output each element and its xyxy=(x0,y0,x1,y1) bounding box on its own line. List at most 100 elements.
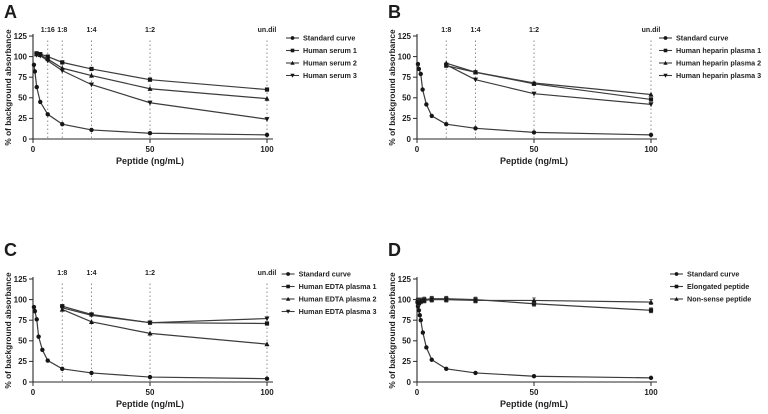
data-point xyxy=(89,313,94,318)
legend-label: Standard curve xyxy=(687,270,739,279)
data-point xyxy=(147,77,153,82)
data-point xyxy=(418,318,423,323)
data-point xyxy=(32,69,38,74)
y-tick-label: 25 xyxy=(402,114,411,123)
data-point xyxy=(531,80,537,86)
data-point xyxy=(420,330,426,335)
legend-label: Human heparin plasma 1 xyxy=(676,46,761,55)
legend-entry: Human serum 3 xyxy=(286,71,357,80)
x-tick-label: 100 xyxy=(260,145,274,154)
data-point xyxy=(473,77,478,83)
dilution-label: un.dil xyxy=(258,270,277,277)
panel-c-chart: 0 25 50 75 100 125 0 50 100 Peptide (ng/mL) % of b… xyxy=(3,270,377,409)
x-tick-label: 0 xyxy=(415,145,420,154)
y-tick-label: 75 xyxy=(402,73,411,82)
legend-label: Human heparin plasma 2 xyxy=(676,59,761,68)
dilution-label: un.dil xyxy=(642,27,661,34)
data-point xyxy=(415,61,421,67)
legend-label: Elongated peptide xyxy=(687,282,749,291)
y-tick-label: 0 xyxy=(407,135,412,144)
y-tick-label: 125 xyxy=(14,32,28,41)
data-point xyxy=(45,58,51,64)
dilution-label: 1:4 xyxy=(470,27,480,34)
y-tick-label: 0 xyxy=(23,378,28,387)
data-point xyxy=(45,112,50,117)
y-tick-label: 100 xyxy=(14,52,28,61)
y-tick-label: 25 xyxy=(18,357,27,366)
y-axis-title: % of background absorbance xyxy=(3,272,13,389)
data-point xyxy=(473,297,478,303)
data-point xyxy=(264,87,270,92)
legend-label: Human EDTA plasma 3 xyxy=(299,307,377,316)
data-point xyxy=(89,82,94,88)
legend-label: Human serum 2 xyxy=(303,59,357,68)
legend-marker xyxy=(290,48,295,53)
legend-label: Standard curve xyxy=(299,270,351,279)
legend-marker xyxy=(285,296,291,301)
legend-label: Human EDTA plasma 2 xyxy=(299,295,377,304)
legend-entry: Human heparin plasma 2 xyxy=(659,59,761,68)
panel-label-d: D xyxy=(388,240,401,260)
data-point xyxy=(45,358,50,363)
data-point xyxy=(60,366,65,372)
data-point xyxy=(147,320,153,326)
x-axis-title: Peptide (ng/mL) xyxy=(500,399,568,409)
data-point xyxy=(31,62,37,68)
series-line xyxy=(36,52,268,91)
legend-entry: Standard curve xyxy=(286,34,355,43)
data-point xyxy=(443,296,449,302)
y-tick-label: 0 xyxy=(23,135,28,144)
legend-label: Human serum 3 xyxy=(303,71,357,80)
data-point xyxy=(89,319,94,324)
data-point xyxy=(32,308,38,314)
x-tick-label: 100 xyxy=(260,388,274,397)
legend-marker xyxy=(663,73,668,78)
data-point xyxy=(60,121,65,127)
legend-marker xyxy=(663,60,668,65)
legend-entry: Human serum 1 xyxy=(286,46,357,55)
data-point xyxy=(37,53,43,59)
x-tick-label: 0 xyxy=(31,388,36,397)
legend-label: Human heparin plasma 3 xyxy=(676,71,761,80)
data-point xyxy=(531,297,537,303)
data-point xyxy=(89,66,94,72)
data-point xyxy=(648,299,654,305)
legend-marker xyxy=(674,296,679,301)
panel-d-chart: 0 25 50 75 100 125 0 50 100 Peptide (ng/mL) % of b… xyxy=(387,270,751,409)
series-line xyxy=(36,53,268,100)
data-point xyxy=(147,131,153,136)
data-point xyxy=(473,370,478,376)
data-point xyxy=(264,341,270,347)
data-point xyxy=(147,330,153,336)
legend-entry: Standard curve xyxy=(659,34,728,43)
data-point xyxy=(429,296,435,302)
y-tick-label: 100 xyxy=(14,295,28,304)
data-point xyxy=(531,301,537,306)
legend-marker xyxy=(290,60,295,65)
x-tick-label: 0 xyxy=(415,388,420,397)
data-point xyxy=(60,60,65,65)
panel-label-c: C xyxy=(4,240,17,260)
data-point xyxy=(34,52,40,58)
data-point xyxy=(429,113,434,119)
x-tick-label: 50 xyxy=(146,388,155,397)
y-axis-title: % of background absorbance xyxy=(3,29,13,146)
y-tick-label: 125 xyxy=(398,275,412,284)
y-tick-label: 125 xyxy=(398,32,412,41)
legend-entry: Elongated peptide xyxy=(670,282,749,291)
dilution-label: 1:2 xyxy=(145,27,155,34)
series-line xyxy=(62,307,268,324)
y-axis-title: % of background absorbance xyxy=(387,29,397,146)
data-point xyxy=(264,316,270,322)
y-tick-label: 125 xyxy=(14,275,28,284)
data-point xyxy=(418,71,423,77)
legend-entry: Non-sense peptide xyxy=(670,295,751,304)
dilution-label: 1:4 xyxy=(86,270,96,277)
x-tick-label: 0 xyxy=(31,145,36,154)
series-line xyxy=(416,302,652,379)
data-point xyxy=(531,91,537,97)
y-tick-label: 75 xyxy=(402,316,411,325)
data-point xyxy=(648,91,654,97)
legend-entry: Human serum 2 xyxy=(286,59,357,68)
y-tick-label: 25 xyxy=(18,114,27,123)
